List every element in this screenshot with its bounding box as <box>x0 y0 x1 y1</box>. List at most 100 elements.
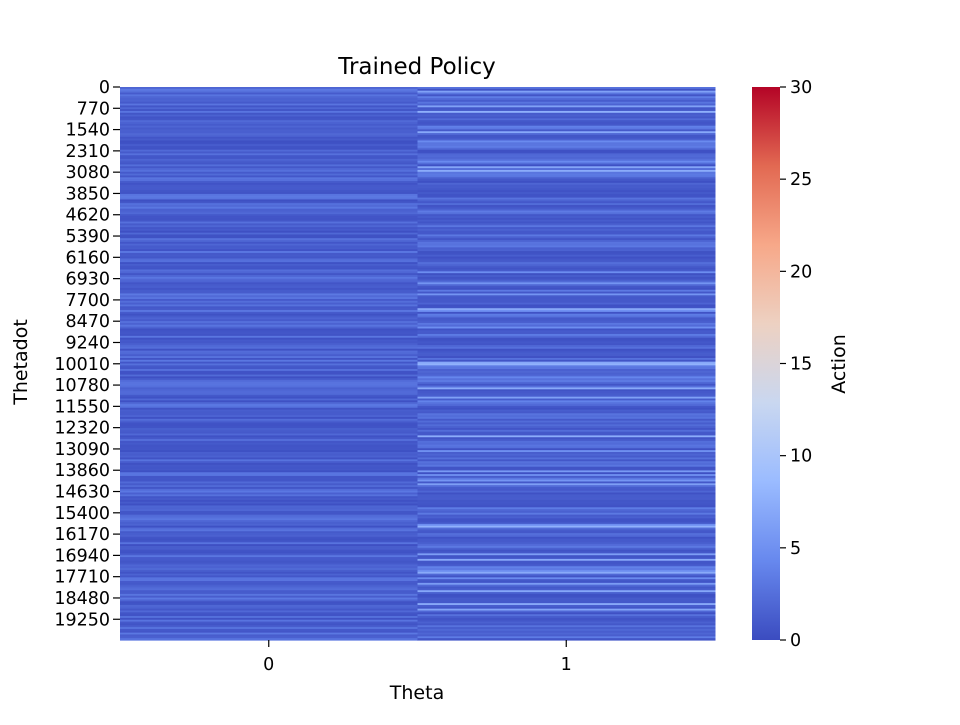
heatmap-cell <box>417 127 716 130</box>
y-tick-label: 5390 <box>65 227 110 247</box>
heatmap-cell <box>120 322 418 326</box>
colorbar-tick-label: 0 <box>790 631 801 651</box>
heatmap-cell <box>120 405 418 409</box>
heatmap-cell <box>120 87 418 90</box>
heatmap-cell <box>417 496 716 499</box>
y-tick-label: 16940 <box>54 546 110 566</box>
heatmap-cell <box>417 304 716 307</box>
heatmap-cell <box>417 638 716 641</box>
heatmap-cell <box>120 260 418 263</box>
heatmap-cell <box>120 177 418 180</box>
colorbar-ticks: 0 5 10 15 20 25 30 <box>780 78 812 651</box>
heatmap-cell <box>417 409 716 413</box>
heatmap-cell <box>417 372 716 376</box>
heatmap-cell <box>120 212 418 215</box>
heatmap-cell <box>417 431 716 435</box>
heatmap-cell <box>417 459 716 462</box>
heatmap-cell <box>417 98 716 101</box>
heatmap-cell <box>120 245 418 248</box>
y-tick-label: 11550 <box>54 397 110 417</box>
heatmap-cell <box>417 330 716 333</box>
heatmap-cell <box>417 361 716 365</box>
heatmap-cell <box>417 404 716 407</box>
heatmap-cell <box>120 603 418 606</box>
heatmap-cell <box>120 459 418 462</box>
heatmap-cell <box>120 350 418 354</box>
heatmap-cell <box>120 308 418 311</box>
heatmap-cell <box>417 346 716 350</box>
heatmap-cell <box>417 359 716 363</box>
heatmap-cell <box>417 169 716 173</box>
heatmap-cell <box>417 606 716 610</box>
heatmap-cells <box>120 87 716 641</box>
heatmap-cell <box>120 175 418 178</box>
heatmap-cell <box>120 188 418 191</box>
heatmap-cell <box>417 243 716 247</box>
heatmap-cell <box>120 195 418 199</box>
heatmap-cell <box>120 252 418 256</box>
heatmap-cell <box>120 271 418 274</box>
heatmap-cell <box>120 258 418 261</box>
heatmap-cell <box>120 531 418 534</box>
heatmap-cell <box>417 254 716 258</box>
heatmap-cell <box>417 90 716 94</box>
heatmap-cell <box>417 627 716 630</box>
heatmap-cell <box>417 317 716 320</box>
heatmap-cell <box>120 182 418 186</box>
heatmap-cell <box>417 158 716 162</box>
heatmap-cell <box>120 341 418 344</box>
heatmap-cell <box>120 496 418 499</box>
heatmap-cell <box>417 112 716 116</box>
heatmap-cell <box>120 306 418 309</box>
heatmap-cell <box>417 96 716 99</box>
heatmap-cell <box>120 330 418 333</box>
heatmap-cell <box>120 367 418 370</box>
heatmap-cell <box>120 169 418 173</box>
y-tick-label: 0 <box>99 78 110 98</box>
heatmap-cell <box>120 356 418 359</box>
heatmap-cell <box>120 569 418 573</box>
heatmap-cell <box>417 440 716 444</box>
heatmap-cell <box>417 238 716 241</box>
heatmap-cell <box>417 275 716 278</box>
heatmap-cell <box>417 326 716 330</box>
y-tick-label: 13090 <box>54 440 110 460</box>
heatmap-cell <box>417 577 716 580</box>
heatmap-cell <box>120 404 418 407</box>
heatmap-cell <box>417 311 716 315</box>
heatmap-cell <box>120 251 418 254</box>
heatmap-cell <box>417 280 716 283</box>
heatmap-cell <box>417 558 716 562</box>
heatmap-cell <box>120 428 418 431</box>
heatmap-cell <box>417 599 716 602</box>
heatmap-cell <box>120 134 418 138</box>
heatmap-cell <box>120 138 418 142</box>
heatmap-cell <box>120 116 418 119</box>
heatmap-cell <box>417 354 716 357</box>
y-tick-label: 6160 <box>65 248 110 268</box>
heatmap-cell <box>417 177 716 180</box>
heatmap-cell <box>120 632 418 636</box>
heatmap-cell <box>120 453 418 457</box>
heatmap-cell <box>120 374 418 378</box>
heatmap-cell <box>417 593 716 597</box>
heatmap-cell <box>417 415 716 418</box>
heatmap-cell <box>417 284 716 287</box>
heatmap-cell <box>120 155 418 158</box>
heatmap-cell <box>417 396 716 400</box>
heatmap-cell <box>120 394 418 398</box>
heatmap-cell <box>120 545 418 549</box>
heatmap-cell <box>417 619 716 623</box>
heatmap-cell <box>417 129 716 132</box>
heatmap-cell <box>120 625 418 628</box>
heatmap-cell <box>120 319 418 322</box>
heatmap-cell <box>120 107 418 110</box>
heatmap-cell <box>120 293 418 296</box>
heatmap-cell <box>120 145 418 149</box>
heatmap-cell <box>417 153 716 156</box>
heatmap-cell <box>120 566 418 569</box>
heatmap-cell <box>417 411 716 414</box>
heatmap-cell <box>417 592 716 595</box>
heatmap-cell <box>120 123 418 127</box>
